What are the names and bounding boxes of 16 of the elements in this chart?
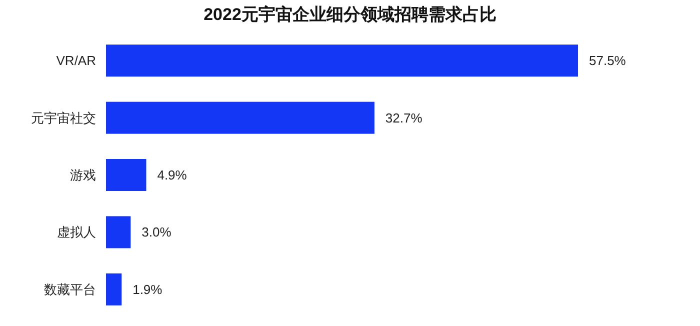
data-label: 3.0% — [142, 224, 172, 240]
data-label: 32.7% — [385, 110, 423, 126]
data-label: 4.9% — [157, 168, 188, 182]
bar — [106, 44, 578, 77]
y-tick-label: 数藏平台 — [44, 282, 96, 297]
chart-title: 2022元宇宙企业细分领域招聘需求占比 — [204, 5, 496, 24]
bar — [106, 273, 122, 306]
data-label: 1.9% — [132, 282, 163, 297]
data-label: 57.5% — [589, 53, 626, 68]
bar — [106, 102, 374, 134]
y-tick-label: VR/AR — [56, 53, 96, 68]
bar — [106, 159, 146, 191]
bar — [106, 216, 131, 248]
y-tick-label: 游戏 — [70, 168, 96, 182]
y-tick-label: 虚拟人 — [57, 224, 96, 240]
y-tick-label: 元宇宙社交 — [31, 110, 96, 126]
